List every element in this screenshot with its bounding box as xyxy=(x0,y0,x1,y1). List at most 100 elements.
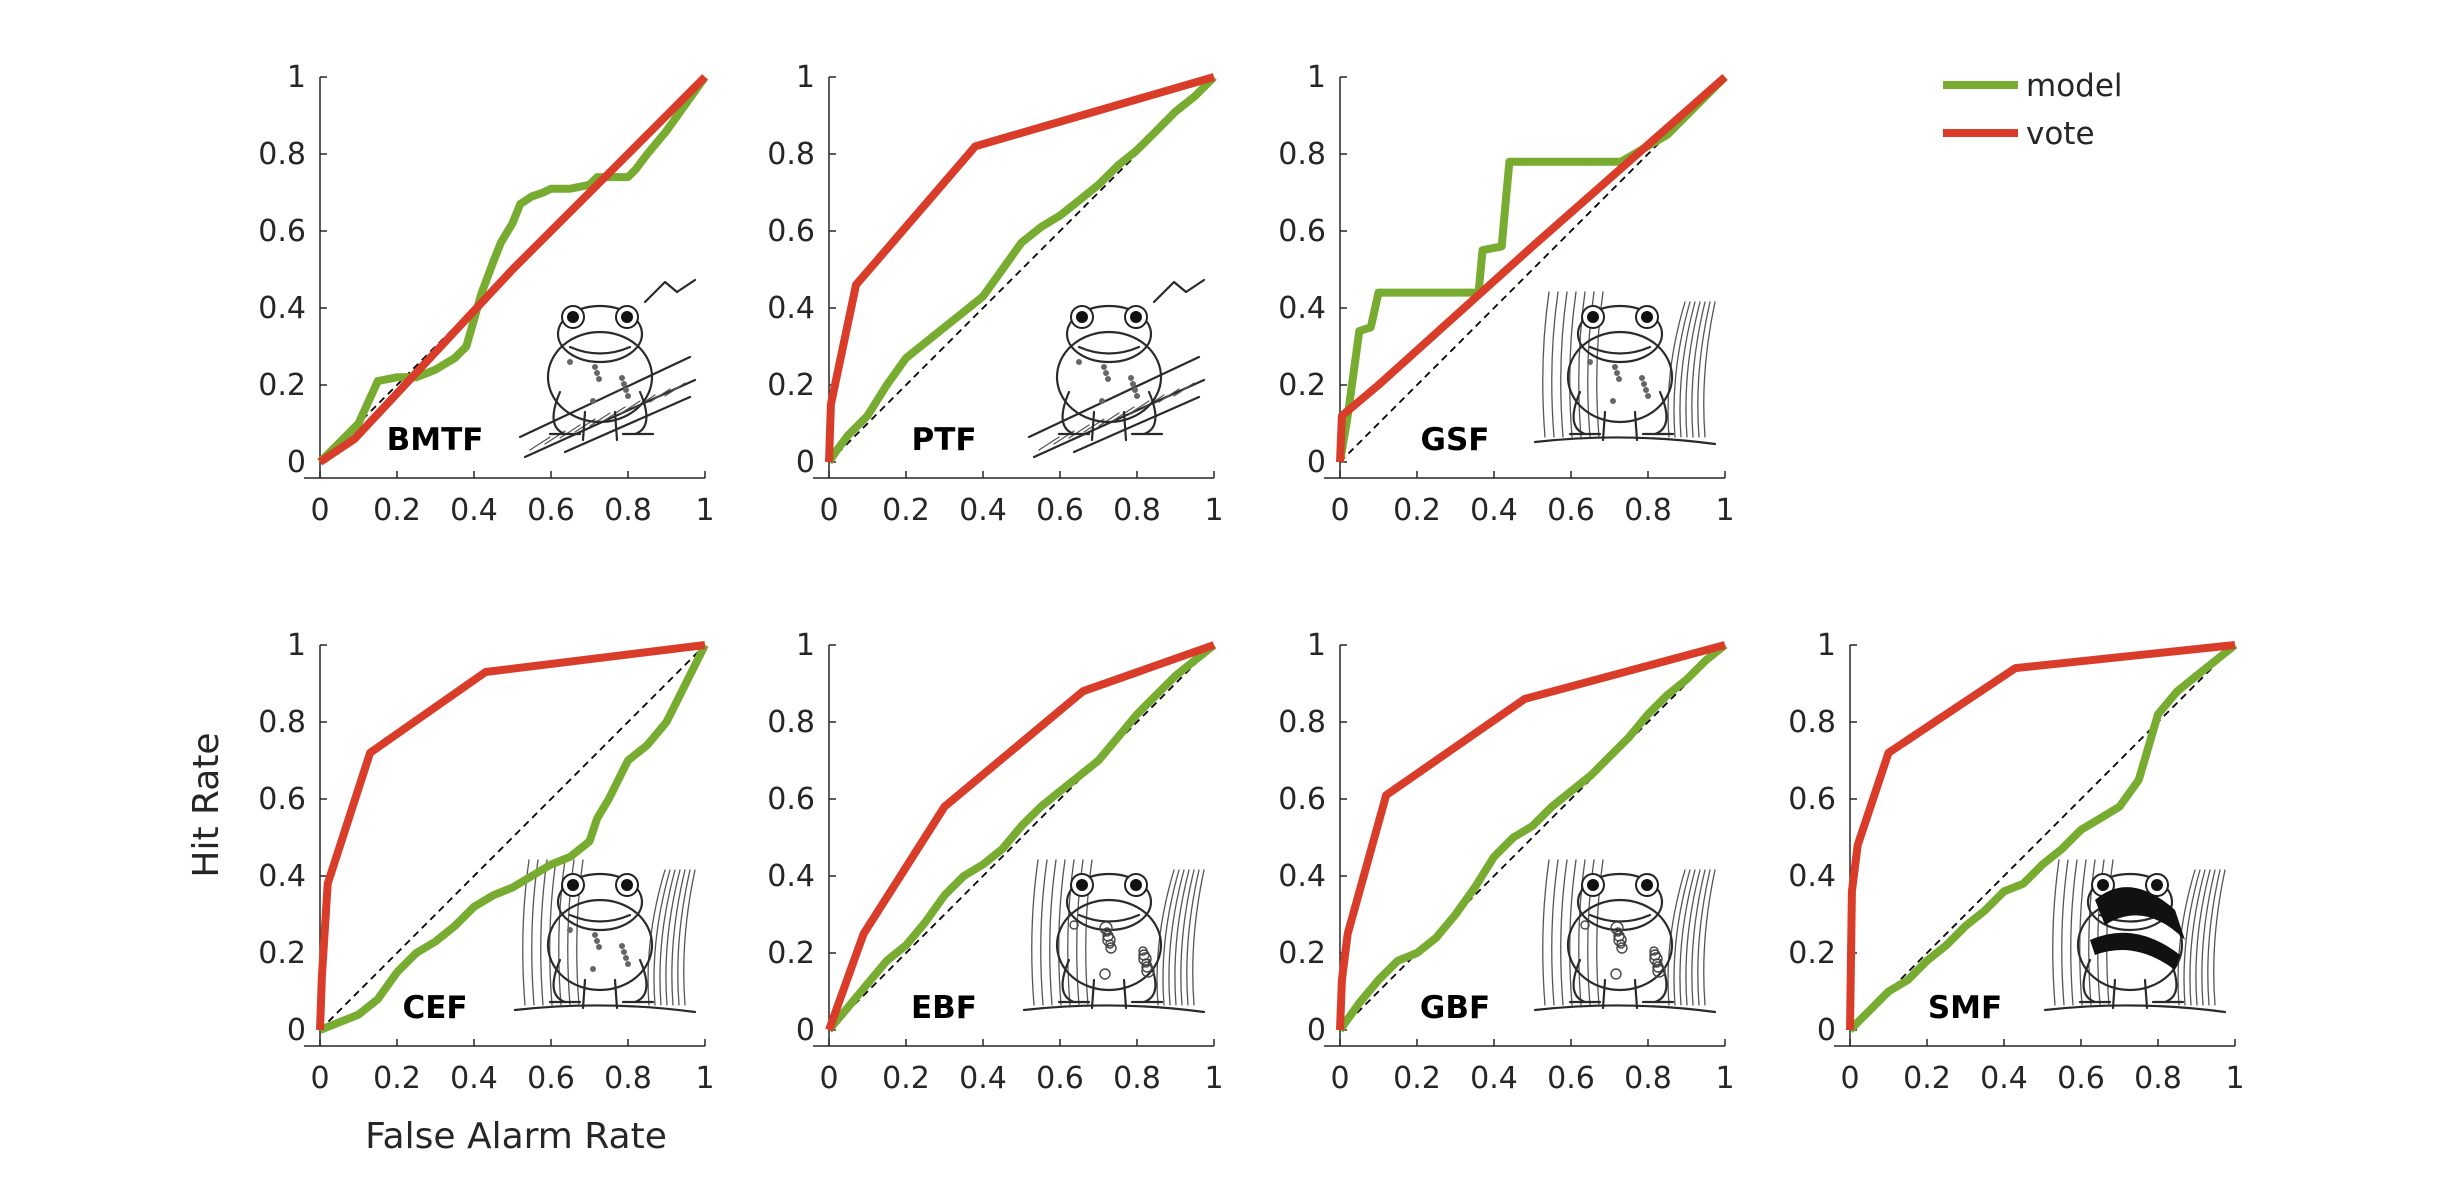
roc-panel-gsf: 0 0.2 0.4 0.6 0.8 1 0 0.2 0.4 0.6 0.8 1 GSF xyxy=(1278,60,1734,528)
tree-frog-on-branch-illustration xyxy=(518,278,697,459)
panels-layer: 0 0.2 0.4 0.6 0.8 1 0 0.2 0.4 0.6 0.8 1 BMTF 0 0.2 0.4 0… xyxy=(258,60,2244,1096)
panel-label: GSF xyxy=(1421,422,1490,458)
x-tick-label: 0 xyxy=(310,1061,329,1096)
chance-diagonal xyxy=(1339,76,1726,463)
x-tick-label: 0.8 xyxy=(1113,493,1161,528)
frog-illustration-cef xyxy=(513,859,697,1014)
x-axis-title: False Alarm Rate xyxy=(365,1116,667,1157)
y-tick-label: 0.8 xyxy=(1278,137,1326,172)
y-tick-label: 1 xyxy=(1817,628,1836,663)
chance-diagonal xyxy=(1849,644,2236,1031)
y-tick-label: 0 xyxy=(1817,1013,1836,1048)
tree-frog-on-branch-illustration xyxy=(1027,278,1206,459)
x-tick-label: 0.8 xyxy=(604,493,652,528)
model-curve-gsf xyxy=(1336,74,1728,463)
y-tick-label: 1 xyxy=(287,60,306,95)
x-tick-label: 0.8 xyxy=(604,1061,652,1096)
x-tick-label: 1 xyxy=(695,493,714,528)
y-tick-label: 0.4 xyxy=(1278,291,1326,326)
y-tick-label: 0.4 xyxy=(1788,859,1836,894)
y-tick-label: 1 xyxy=(1307,60,1326,95)
x-tick-label: 0.2 xyxy=(882,493,930,528)
x-tick-label: 0.2 xyxy=(373,1061,421,1096)
x-tick-label: 0 xyxy=(1840,1061,1859,1096)
x-tick-label: 0.6 xyxy=(527,1061,575,1096)
y-tick-label: 0.8 xyxy=(258,137,306,172)
x-tick-label: 1 xyxy=(1715,1061,1734,1096)
panel-label: CEF xyxy=(402,990,467,1026)
model-curve-cef xyxy=(318,643,709,1034)
y-tick-label: 0 xyxy=(287,445,306,480)
x-tick-label: 0.6 xyxy=(1547,493,1595,528)
model-curve-ebf xyxy=(825,641,1217,1033)
frog-illustration-ebf xyxy=(1022,859,1206,1014)
x-tick-label: 0.2 xyxy=(373,493,421,528)
x-tick-label: 1 xyxy=(1204,493,1223,528)
x-tick-label: 1 xyxy=(1204,1061,1223,1096)
vote-curve-cef xyxy=(316,641,706,1031)
roc-panel-bmtf: 0 0.2 0.4 0.6 0.8 1 0 0.2 0.4 0.6 0.8 1 BMTF xyxy=(258,60,714,528)
x-tick-label: 0.8 xyxy=(1624,493,1672,528)
y-tick-label: 0.4 xyxy=(1278,859,1326,894)
x-tick-label: 0.4 xyxy=(1980,1061,2028,1096)
frog-in-grass-illustration xyxy=(513,859,697,1014)
y-tick-label: 0 xyxy=(1307,445,1326,480)
y-tick-label: 0.6 xyxy=(767,214,815,249)
frog-illustration-gbf xyxy=(1533,859,1717,1014)
y-tick-label: 0.6 xyxy=(1788,782,1836,817)
striped-frog-illustration xyxy=(2043,859,2227,1014)
panel-label: PTF xyxy=(911,422,976,458)
x-tick-label: 0.4 xyxy=(959,1061,1007,1096)
legend: model vote xyxy=(1943,68,2123,152)
x-tick-label: 0.6 xyxy=(1036,1061,1084,1096)
model-curve-ptf xyxy=(825,74,1217,465)
roc-panel-ebf: 0 0.2 0.4 0.6 0.8 1 0 0.2 0.4 0.6 0.8 1 EBF xyxy=(767,628,1223,1096)
frog-among-ferns-illustration xyxy=(1533,291,1717,446)
roc-panel-ptf: 0 0.2 0.4 0.6 0.8 1 0 0.2 0.4 0.6 0.8 1 PTF xyxy=(767,60,1223,528)
y-tick-label: 0.2 xyxy=(767,368,815,403)
x-tick-label: 0 xyxy=(1330,1061,1349,1096)
panel-label: SMF xyxy=(1928,990,2002,1026)
x-tick-label: 0.8 xyxy=(1113,1061,1161,1096)
y-tick-label: 0.2 xyxy=(767,936,815,971)
roc-panel-gbf: 0 0.2 0.4 0.6 0.8 1 0 0.2 0.4 0.6 0.8 1 GBF xyxy=(1278,628,1734,1096)
x-tick-label: 0.6 xyxy=(1547,1061,1595,1096)
y-tick-label: 0.2 xyxy=(258,368,306,403)
model-curve-smf xyxy=(1847,641,2238,1033)
frog-illustration-bmtf xyxy=(518,278,697,459)
y-axis-title: Hit Rate xyxy=(186,732,227,877)
y-tick-label: 0.4 xyxy=(258,859,306,894)
x-tick-label: 0.4 xyxy=(959,493,1007,528)
y-tick-label: 0.6 xyxy=(258,214,306,249)
x-tick-label: 0.2 xyxy=(882,1061,930,1096)
y-tick-label: 0.4 xyxy=(767,291,815,326)
x-tick-label: 0.8 xyxy=(1624,1061,1672,1096)
y-tick-label: 0 xyxy=(796,1013,815,1048)
panel-label: BMTF xyxy=(387,422,484,458)
roc-panel-cef: 0 0.2 0.4 0.6 0.8 1 0 0.2 0.4 0.6 0.8 1 CEF xyxy=(258,628,714,1096)
x-tick-label: 1 xyxy=(2225,1061,2244,1096)
x-tick-label: 0.2 xyxy=(1393,1061,1441,1096)
x-tick-label: 0.2 xyxy=(1903,1061,1951,1096)
y-tick-label: 0.8 xyxy=(1278,705,1326,740)
y-tick-label: 0.2 xyxy=(1788,936,1836,971)
x-tick-label: 0.4 xyxy=(1470,493,1518,528)
x-tick-label: 0.2 xyxy=(1393,493,1441,528)
x-tick-label: 0.6 xyxy=(527,493,575,528)
legend-label-vote: vote xyxy=(2026,116,2095,152)
vote-curve-ptf xyxy=(825,73,1216,463)
y-tick-label: 0.4 xyxy=(767,859,815,894)
y-tick-label: 0.4 xyxy=(258,291,306,326)
x-tick-label: 0 xyxy=(819,1061,838,1096)
x-tick-label: 1 xyxy=(1715,493,1734,528)
y-tick-label: 0.8 xyxy=(1788,705,1836,740)
y-tick-label: 1 xyxy=(287,628,306,663)
frog-illustration-smf xyxy=(2043,859,2227,1014)
vote-curve-gsf xyxy=(1336,73,1728,463)
roc-panel-smf: 0 0.2 0.4 0.6 0.8 1 0 0.2 0.4 0.6 0.8 1 SMF xyxy=(1788,628,2244,1096)
x-tick-label: 0.4 xyxy=(450,1061,498,1096)
y-tick-label: 0.6 xyxy=(258,782,306,817)
x-tick-label: 0.6 xyxy=(2057,1061,2105,1096)
x-tick-label: 0 xyxy=(1330,493,1349,528)
